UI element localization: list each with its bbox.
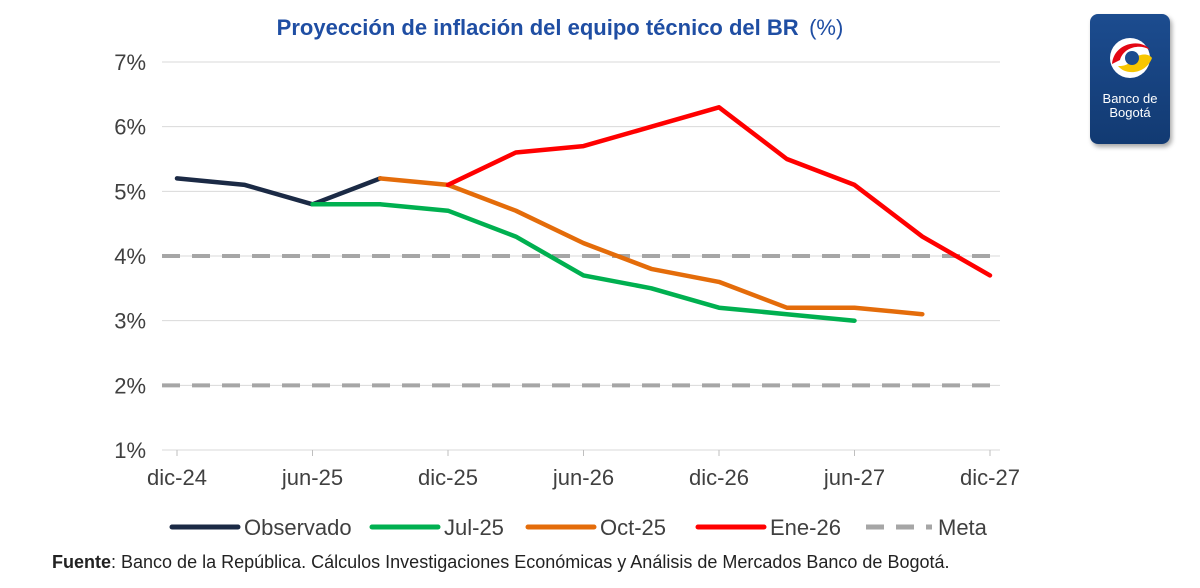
y-tick-label: 7% bbox=[114, 50, 146, 75]
source-label: Fuente bbox=[52, 552, 112, 572]
x-tick-label: dic-24 bbox=[147, 465, 207, 490]
bank-logo-line2: Bogotá bbox=[1109, 105, 1151, 120]
y-axis-ticks: 7% 6% 5% 4% 3% 2% 1% bbox=[114, 50, 146, 463]
x-tick-label: jun-25 bbox=[281, 465, 343, 490]
x-tick-label: dic-25 bbox=[418, 465, 478, 490]
y-tick-label: 5% bbox=[114, 179, 146, 204]
meta-lines bbox=[162, 254, 994, 388]
bank-logo-line1: Banco de bbox=[1102, 91, 1158, 106]
x-tick-label: jun-27 bbox=[823, 465, 885, 490]
series-lines bbox=[174, 105, 993, 323]
chart-title: Proyección de inflación del equipo técni… bbox=[277, 15, 844, 40]
x-tick-label: jun-26 bbox=[552, 465, 614, 490]
source-note: Fuente: Banco de la República. Cálculos … bbox=[52, 552, 950, 573]
y-tick-label: 2% bbox=[114, 373, 146, 398]
y-tick-label: 6% bbox=[114, 115, 146, 140]
series-line-observado bbox=[174, 176, 383, 207]
chart-title-main: Proyección de inflación del equipo técni… bbox=[277, 15, 799, 40]
y-tick-label: 4% bbox=[114, 244, 146, 269]
legend: Observado Jul-25 Oct-25 Ene-26 Meta bbox=[169, 515, 988, 540]
legend-label: Ene-26 bbox=[770, 515, 841, 540]
bank-logo: Banco de Bogotá bbox=[1090, 14, 1170, 144]
chart-title-unit: (%) bbox=[809, 15, 843, 40]
x-axis-ticks: dic-24 jun-25 dic-25 jun-26 dic-26 jun-27 dic-… bbox=[147, 450, 1020, 490]
series-line-oct-25 bbox=[378, 176, 925, 317]
legend-label: Oct-25 bbox=[600, 515, 666, 540]
legend-label: Observado bbox=[244, 515, 352, 540]
y-tick-label: 1% bbox=[114, 438, 146, 463]
legend-label: Meta bbox=[938, 515, 988, 540]
gridlines bbox=[162, 61, 1000, 451]
x-tick-label: dic-27 bbox=[960, 465, 1020, 490]
y-tick-label: 3% bbox=[114, 309, 146, 334]
x-tick-label: dic-26 bbox=[689, 465, 749, 490]
banco-de-bogota-emblem-icon bbox=[1110, 38, 1152, 78]
legend-label: Jul-25 bbox=[444, 515, 504, 540]
source-text: : Banco de la República. Cálculos Invest… bbox=[111, 552, 950, 572]
bank-logo-text: Banco de Bogotá bbox=[1090, 92, 1170, 120]
